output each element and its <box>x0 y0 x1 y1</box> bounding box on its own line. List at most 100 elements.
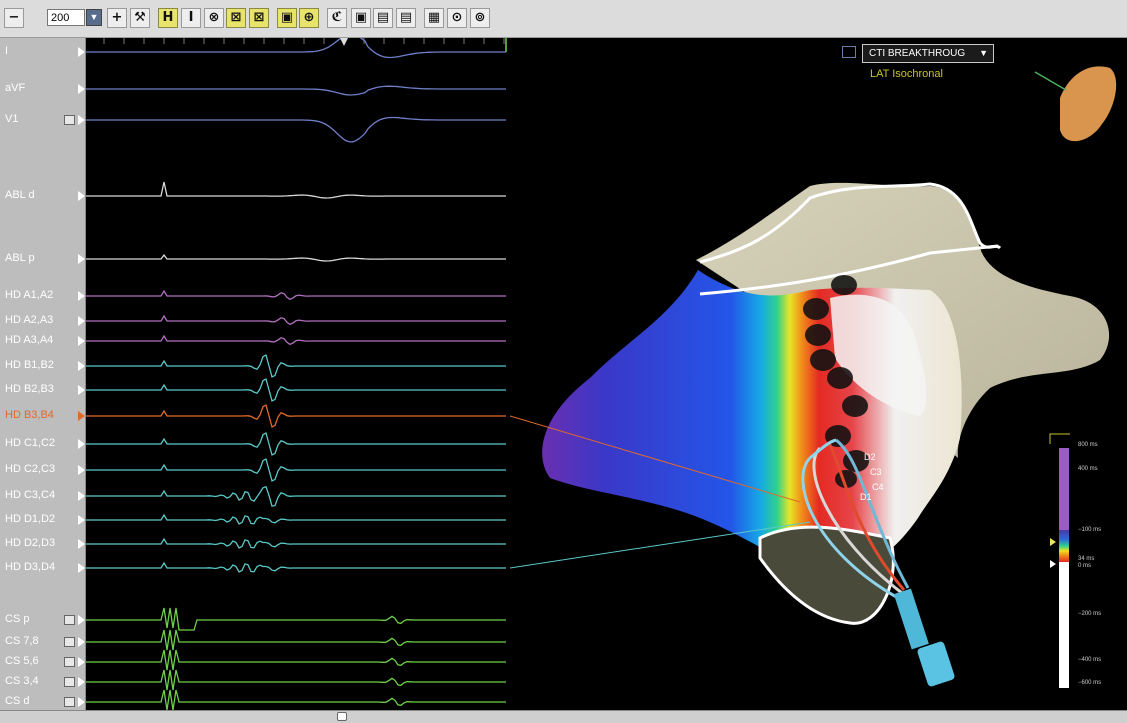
grid-icon[interactable]: ▦ <box>424 8 444 28</box>
signal-trace <box>86 458 506 482</box>
tools-icon[interactable]: ⚒ <box>130 8 150 28</box>
channel-toggle-icon[interactable] <box>64 697 75 707</box>
signal-trace <box>86 513 506 525</box>
clear-marks-button[interactable]: ⊗ <box>204 8 224 28</box>
channel-label[interactable]: CS 5,6 <box>5 655 39 667</box>
scale-label: −600 ms <box>1078 680 1102 686</box>
sync-button[interactable]: ⊕ <box>299 8 319 28</box>
signal-trace <box>86 404 506 428</box>
scale-label: −400 ms <box>1078 657 1102 663</box>
channel-label[interactable]: HD C2,C3 <box>5 463 56 475</box>
window-button-1[interactable]: ⊠ <box>226 8 246 28</box>
electrode-label: C3 <box>870 467 882 477</box>
channel-label[interactable]: ABL d <box>5 189 35 201</box>
horizontal-scrollbar[interactable] <box>0 710 1127 723</box>
channel-marker-icon[interactable] <box>78 515 85 525</box>
color-scale[interactable] <box>1049 433 1070 688</box>
channel-marker-icon[interactable] <box>78 615 85 625</box>
toolbar: − 200 ▼ + ⚒ H I ⊗ ⊠ ⊠ ▣ ⊕ ℭ ▣ ▤ ▤ ▦ ⊙ ⊚ <box>0 0 1127 38</box>
horizontal-caliper-button[interactable]: H <box>158 8 178 28</box>
save-icon[interactable]: ▤ <box>396 8 416 28</box>
zoom-in-button[interactable]: + <box>107 8 127 28</box>
channel-label[interactable]: CS d <box>5 695 30 707</box>
channel-marker-icon[interactable] <box>78 657 85 667</box>
zoom-out-button[interactable]: − <box>4 8 24 28</box>
channel-toggle-icon[interactable] <box>64 657 75 667</box>
channel-toggle-icon[interactable] <box>64 677 75 687</box>
scale-label: 800 ms <box>1078 442 1098 448</box>
signal-trace <box>86 334 506 346</box>
window-button-2[interactable]: ⊠ <box>249 8 269 28</box>
clock-icon[interactable]: ⊙ <box>447 8 467 28</box>
channel-label[interactable]: HD A2,A3 <box>5 314 54 326</box>
channel-label[interactable]: HD D1,D2 <box>5 513 56 525</box>
channel-marker-icon[interactable] <box>78 191 85 201</box>
channel-marker-icon[interactable] <box>78 637 85 647</box>
channel-label[interactable]: I <box>5 45 9 57</box>
channel-label[interactable]: CS 7,8 <box>5 635 39 647</box>
scale-label: 0 ms <box>1078 563 1092 569</box>
channel-marker-icon[interactable] <box>78 84 85 94</box>
zoom-dropdown-button[interactable]: ▼ <box>86 9 102 26</box>
channel-toggle-icon[interactable] <box>64 615 75 625</box>
channel-marker-icon[interactable] <box>78 385 85 395</box>
channel-label[interactable]: HD C1,C2 <box>5 437 56 449</box>
channel-label[interactable]: ABL p <box>5 252 35 264</box>
map-selector-icon[interactable] <box>842 46 856 58</box>
channel-toggle-icon[interactable] <box>64 115 75 125</box>
channel-marker-icon[interactable] <box>78 316 85 326</box>
channel-label[interactable]: HD A1,A2 <box>5 289 54 301</box>
channel-marker-icon[interactable] <box>78 491 85 501</box>
channel-marker-icon[interactable] <box>78 361 85 371</box>
folder-icon[interactable]: ▣ <box>351 8 371 28</box>
map-selector-dropdown[interactable]: CTI BREAKTHROUG ▼ <box>862 44 994 63</box>
cursor-marker-icon[interactable] <box>340 38 348 46</box>
channel-marker-icon[interactable] <box>78 254 85 264</box>
signal-trace <box>86 669 506 691</box>
channel-label[interactable]: HD B3,B4 <box>5 409 54 421</box>
channel-marker-icon[interactable] <box>78 115 85 125</box>
signal-traces[interactable] <box>86 38 510 710</box>
channel-marker-icon[interactable] <box>78 439 85 449</box>
signal-trace <box>86 378 506 402</box>
channel-label[interactable]: HD C3,C4 <box>5 489 56 501</box>
scrollbar-thumb[interactable] <box>337 712 347 721</box>
electrode-label: D2 <box>864 452 876 462</box>
display-button[interactable]: ▣ <box>277 8 297 28</box>
channel-label[interactable]: CS 3,4 <box>5 675 39 687</box>
channel-marker-icon[interactable] <box>78 563 85 573</box>
print-icon[interactable]: ▤ <box>373 8 393 28</box>
channel-label[interactable]: CS p <box>5 613 30 625</box>
zoom-field[interactable]: 200 <box>47 9 85 26</box>
signal-trace <box>86 432 506 456</box>
channel-label[interactable]: HD A3,A4 <box>5 334 54 346</box>
signal-trace <box>86 629 506 651</box>
channel-marker-icon[interactable] <box>78 47 85 57</box>
catheter-shaft <box>893 588 955 687</box>
channel-marker-icon[interactable] <box>78 677 85 687</box>
timer-icon[interactable]: ⊚ <box>470 8 490 28</box>
orientation-widget-icon[interactable] <box>1034 66 1117 142</box>
channel-label[interactable]: V1 <box>5 113 19 125</box>
channel-marker-icon[interactable] <box>78 465 85 475</box>
channel-toggle-icon[interactable] <box>64 637 75 647</box>
channel-marker-icon[interactable] <box>78 291 85 301</box>
channel-marker-icon[interactable] <box>78 539 85 549</box>
channel-marker-icon[interactable] <box>78 336 85 346</box>
annotate-button[interactable]: ℭ <box>327 8 347 28</box>
signal-trace <box>86 314 506 326</box>
channel-label[interactable]: aVF <box>5 82 26 94</box>
signal-trace <box>86 116 506 143</box>
channel-label[interactable]: HD D3,D4 <box>5 561 56 573</box>
channel-label[interactable]: HD B2,B3 <box>5 383 54 395</box>
channel-label[interactable]: HD B1,B2 <box>5 359 54 371</box>
vertical-caliper-button[interactable]: I <box>181 8 201 28</box>
3d-map-view[interactable]: D2 C3 C4 D1 <box>510 38 1127 710</box>
channel-label[interactable]: HD D2,D3 <box>5 537 56 549</box>
signal-trace <box>86 289 506 301</box>
signal-trace <box>86 561 506 573</box>
scale-label: −200 ms <box>1078 611 1102 617</box>
electrode-label: C4 <box>872 482 884 492</box>
channel-marker-icon[interactable] <box>78 411 85 421</box>
channel-marker-icon[interactable] <box>78 697 85 707</box>
